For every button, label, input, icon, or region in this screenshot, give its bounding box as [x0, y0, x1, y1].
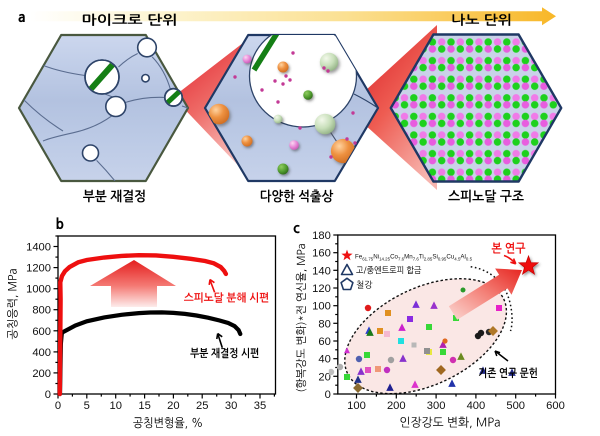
- svg-text:160: 160: [312, 248, 331, 260]
- svg-text:15: 15: [138, 400, 150, 412]
- svg-text:35: 35: [254, 400, 266, 412]
- svg-text:600: 600: [32, 326, 51, 338]
- svg-text:140: 140: [312, 265, 331, 277]
- svg-text:5: 5: [84, 400, 90, 412]
- svg-text:500: 500: [506, 400, 525, 412]
- svg-text:1400: 1400: [26, 242, 51, 254]
- svg-text:400: 400: [32, 347, 51, 359]
- svg-text:600: 600: [546, 400, 565, 412]
- svg-text:120: 120: [312, 283, 331, 295]
- svg-text:30: 30: [225, 400, 237, 412]
- svg-text:10: 10: [109, 400, 121, 412]
- svg-text:180: 180: [312, 230, 331, 242]
- svg-text:100: 100: [312, 301, 331, 313]
- svg-text:40: 40: [318, 354, 330, 366]
- svg-text:400: 400: [467, 400, 486, 412]
- svg-text:Fe61.75Ni14.25Co7.6Mn7.6Ti2.85: Fe61.75Ni14.25Co7.6Mn7.6Ti2.85Si0.95Cu4.…: [355, 254, 473, 262]
- svg-text:800: 800: [32, 305, 51, 317]
- svg-text:0: 0: [45, 389, 51, 401]
- svg-text:300: 300: [427, 400, 446, 412]
- svg-text:60: 60: [318, 336, 330, 348]
- svg-text:20: 20: [318, 371, 330, 383]
- svg-text:200: 200: [387, 400, 406, 412]
- svg-text:20: 20: [167, 400, 179, 412]
- svg-text:200: 200: [32, 368, 51, 380]
- svg-text:1000: 1000: [26, 284, 51, 296]
- svg-text:0: 0: [325, 389, 331, 401]
- svg-text:25: 25: [196, 400, 208, 412]
- svg-text:80: 80: [318, 318, 330, 330]
- svg-text:1200: 1200: [26, 263, 51, 275]
- svg-text:100: 100: [347, 400, 366, 412]
- svg-text:0: 0: [55, 400, 61, 412]
